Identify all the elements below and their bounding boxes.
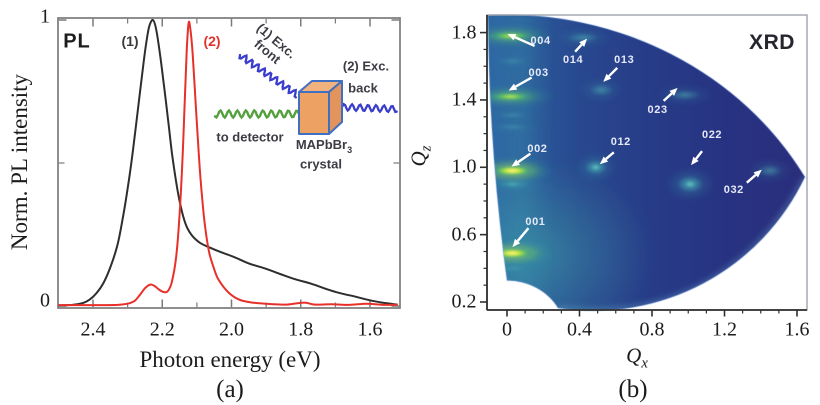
xrd-y-tick-0.2: 0.2 xyxy=(451,290,477,313)
xrd-x-tick-1.2: 1.2 xyxy=(712,318,737,341)
excitation-back-wave xyxy=(336,102,398,114)
xrd-arrow-003 xyxy=(508,76,533,91)
xrd-arrow-022 xyxy=(691,150,704,166)
xrd-spot-label-013: 013 xyxy=(614,53,635,66)
xrd-x-tick-0: 0 xyxy=(502,318,512,341)
xrd-arrow-023 xyxy=(662,87,678,102)
xrd-arrow-002 xyxy=(511,152,532,167)
pl-plot xyxy=(57,17,401,309)
pl-y-tick-0: 0 xyxy=(40,289,50,312)
xrd-spot-label-022: 022 xyxy=(701,129,723,142)
crystal-name-subscript: 3 xyxy=(347,144,353,155)
pl-y-tick-1: 1 xyxy=(40,5,50,28)
panel-a-y-axis-label: Norm. PL intensity xyxy=(7,73,32,251)
panel-b-y-axis-label: Qz xyxy=(406,146,435,167)
excitation-back-line1: (2) Exc. xyxy=(342,58,390,74)
pl-plot-frame xyxy=(57,17,401,309)
xrd-spot-label-032: 032 xyxy=(723,183,744,196)
xrd-spot-label-012: 012 xyxy=(610,136,631,149)
excitation-back-line2: back xyxy=(348,80,378,96)
excitation-front-wave xyxy=(238,53,297,99)
pl-x-tick-2.0: 2.0 xyxy=(219,318,244,341)
pl-x-tick-2.2: 2.2 xyxy=(149,318,175,341)
pl-curve-1 xyxy=(58,18,398,307)
xrd-y-tick-1.8: 1.8 xyxy=(451,21,477,44)
detector-wave xyxy=(213,108,301,120)
panel-b-x-axis-label: Qx xyxy=(626,343,648,372)
pl-x-tick-1.8: 1.8 xyxy=(288,318,314,341)
pl-curve-2 xyxy=(58,20,398,307)
panel-a-caption: (a) xyxy=(216,376,244,403)
xrd-title-label: XRD xyxy=(749,31,795,54)
to-detector-label: to detector xyxy=(216,129,284,145)
crystal-word-label: crystal xyxy=(300,156,342,172)
crystal-name-text: MAPbBr xyxy=(295,137,348,153)
crystal-cube-icon xyxy=(298,80,343,135)
xrd-spot-label-002: 002 xyxy=(527,142,548,155)
xrd-arrow-014 xyxy=(574,38,588,53)
qz-subscript: z xyxy=(418,145,435,152)
crystal-name-label: MAPbBr3 xyxy=(296,137,352,155)
xrd-y-tick-0.6: 0.6 xyxy=(451,223,477,246)
qx-base: Q xyxy=(626,343,642,368)
qz-base: Q xyxy=(406,151,431,167)
xrd-x-tick-0.8: 0.8 xyxy=(639,318,665,341)
xrd-x-tick-1.6: 1.6 xyxy=(784,318,810,341)
pl-x-tick-2.4: 2.4 xyxy=(80,318,106,341)
curve-2-label: (2) xyxy=(203,33,221,49)
xrd-arrow-012 xyxy=(599,151,615,165)
xrd-x-tick-0.4: 0.4 xyxy=(567,318,592,341)
panel-b-caption: (b) xyxy=(618,376,648,403)
panel-a-x-axis-label: Photon energy (eV) xyxy=(139,347,321,372)
xrd-spot-label-023: 023 xyxy=(647,103,668,116)
xrd-y-tick-1.0: 1.0 xyxy=(451,155,477,178)
xrd-spot-label-003: 003 xyxy=(528,66,549,79)
pl-title-label: PL xyxy=(63,30,91,53)
xrd-spot-label-004: 004 xyxy=(530,34,551,47)
xrd-spot-label-014: 014 xyxy=(563,53,584,66)
qx-subscript: x xyxy=(641,355,648,372)
experiment-inset xyxy=(213,53,398,135)
xrd-arrow-013 xyxy=(603,66,619,82)
curve-1-label: (1) xyxy=(121,33,139,49)
xrd-spot-label-001: 001 xyxy=(525,216,546,229)
xrd-map xyxy=(487,13,806,312)
xrd-arrow-032 xyxy=(746,169,762,184)
pl-x-tick-1.6: 1.6 xyxy=(357,318,383,341)
xrd-arrow-004 xyxy=(507,33,536,48)
xrd-y-tick-1.4: 1.4 xyxy=(451,88,477,111)
xrd-arrow-001 xyxy=(512,227,530,248)
